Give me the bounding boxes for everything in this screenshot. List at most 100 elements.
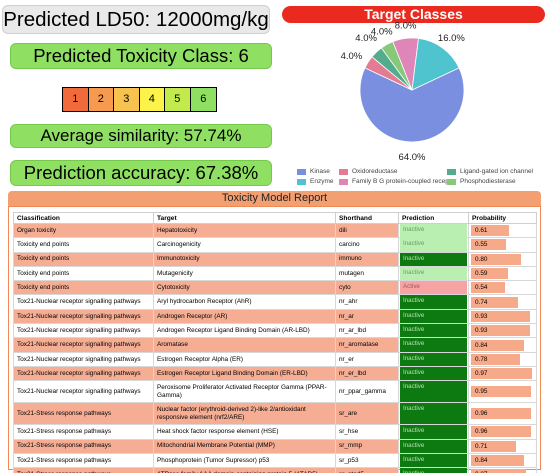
cell-classification: Tox21-Stress response pathways (13, 467, 154, 473)
toxicity-class-box-4: 4 (139, 88, 165, 111)
cell-classification: Tox21-Stress response pathways (13, 452, 154, 469)
probability-bar: 0.93 (471, 325, 530, 337)
toxicity-class-box-1: 1 (63, 88, 89, 111)
table-row: Tox21-Stress response pathways Heat shock… (13, 424, 537, 440)
pie-label-kinase: 64.0% (399, 152, 426, 163)
cell-target: Heat shock factor response element (HSE) (153, 424, 336, 440)
cell-classification: Tox21-Stress response pathways (13, 438, 154, 454)
cell-target: Hepatotoxicity (153, 222, 336, 239)
legend-item-oxidoreductase: Oxidoreductase (339, 168, 398, 175)
legend-swatch (447, 168, 456, 175)
cell-target: Immunotoxicity (153, 251, 336, 267)
table-row: Tox21-Stress response pathwaysATPase fam… (13, 467, 537, 473)
prediction-badge: Inactive (400, 403, 467, 425)
cell-classification: Tox21-Nuclear receptor signalling pathwa… (13, 365, 154, 382)
toxicity-class-box-6: 6 (190, 88, 216, 111)
probability-bar: 0.71 (471, 440, 516, 452)
cell-shorthand: nr_ahr (335, 294, 399, 310)
table-header-row: Classification Target Shorthand Predicti… (13, 212, 537, 224)
legend-swatch (297, 168, 306, 175)
target-classes-pie-chart: 64.0%4.0%4.0%4.0%8.0%16.0% (341, 22, 466, 163)
cell-prediction: Inactive (398, 438, 469, 454)
cell-probability: 0.84 (468, 337, 537, 353)
cell-prediction: Inactive (398, 424, 469, 440)
report-title: Toxicity Model Report (8, 191, 541, 206)
cell-probability: 0.55 (468, 237, 537, 253)
cell-probability: 0.93 (468, 323, 537, 339)
column-header-target: Target (153, 212, 336, 224)
cell-target: Estrogen Receptor Ligand Binding Domain … (153, 365, 336, 382)
legend-swatch (297, 178, 306, 185)
legend-item-family-b-g-protein-coupled-receptor: Family B G protein-coupled receptor (339, 178, 456, 185)
cell-probability: 0.93 (468, 308, 537, 325)
table-row: Tox21-Nuclear receptor signalling pathwa… (13, 337, 537, 353)
table-row: Tox21-Nuclear receptor signalling pathwa… (13, 323, 537, 339)
cell-target: Aryl hydrocarbon Receptor (AhR) (153, 294, 336, 310)
cell-target: Nuclear factor (erythroid-derived 2)-lik… (153, 402, 336, 426)
cell-shorthand: dili (335, 222, 399, 239)
cell-prediction: Inactive (398, 294, 469, 310)
prediction-badge: Inactive (400, 439, 467, 453)
legend-item-enzyme: Enzyme (297, 178, 333, 185)
table-row: Toxicity end points Mutagenicity mutagen In… (13, 265, 537, 282)
cell-prediction: Inactive (398, 467, 469, 473)
cell-target: Aromatase (153, 337, 336, 353)
toxicity-class-box-5: 5 (165, 88, 191, 111)
cell-prediction: Inactive (398, 222, 469, 239)
cell-classification: Tox21-Nuclear receptor signalling pathwa… (13, 351, 154, 367)
cell-shorthand: sr_p53 (335, 452, 399, 469)
cell-classification: Toxicity end points (13, 265, 154, 282)
prediction-badge: Inactive (400, 295, 467, 309)
cell-prediction: Inactive (398, 380, 469, 404)
pie-label-family-b-g-protein-coupled-receptor: 8.0% (395, 22, 417, 32)
cell-probability: 0.84 (468, 452, 537, 469)
probability-bar: 0.61 (471, 225, 510, 237)
cell-probability: 0.80 (468, 251, 537, 267)
cell-target: Cytotoxicity (153, 280, 336, 296)
cell-classification: Tox21-Stress response pathways (13, 424, 154, 440)
cell-shorthand: nr_aromatase (335, 337, 399, 353)
probability-bar: 0.95 (471, 386, 531, 398)
cell-shorthand: sr_are (335, 402, 399, 426)
cell-prediction: Inactive (398, 351, 469, 367)
cell-shorthand: nr_ar_lbd (335, 323, 399, 339)
cell-shorthand: nr_er_lbd (335, 365, 399, 382)
pie-label-ligand-gated-ion-channel: 4.0% (355, 33, 377, 44)
cell-shorthand: mutagen (335, 265, 399, 282)
prediction-badge: Inactive (400, 309, 467, 324)
table-row: Toxicity end points Carcinogenicity carcin… (13, 237, 537, 253)
cell-shorthand: sr_hse (335, 424, 399, 440)
table-row: Organ toxicity Hepatotoxicity dili Inactive… (13, 222, 537, 239)
cell-shorthand: nr_er (335, 351, 399, 367)
cell-shorthand: sr_mmp (335, 438, 399, 454)
legend-label: Family B G protein-coupled receptor (352, 178, 457, 185)
prediction-badge: Inactive (400, 468, 467, 473)
cell-shorthand: immuno (335, 251, 399, 267)
cell-probability: 0.96 (468, 424, 537, 440)
cell-probability: 0.54 (468, 280, 537, 296)
prediction-badge: Inactive (400, 453, 467, 468)
cell-target: Estrogen Receptor Alpha (ER) (153, 351, 336, 367)
toxicity-model-report: Classification Target Shorthand Predicti… (8, 206, 541, 473)
prediction-badge: Inactive (400, 366, 467, 381)
cell-classification: Tox21-Nuclear receptor signalling pathwa… (13, 380, 154, 404)
cell-target: Mitochondrial Membrane Potential (MMP) (153, 438, 336, 454)
column-header-prediction: Prediction (398, 212, 469, 224)
table-row: Tox21-Nuclear receptor signalling pathwa… (13, 351, 537, 367)
report-table: Classification Target Shorthand Predicti… (13, 212, 537, 473)
table-row: Toxicity end points Immunotoxicity immuno I… (13, 251, 537, 267)
legend-label: Oxidoreductase (352, 168, 398, 175)
legend-item-ligand-gated-ion-channel: Ligand-gated ion channel (447, 168, 533, 175)
probability-bar: 0.84 (471, 339, 524, 351)
table-row: Tox21-Nuclear receptor signalling pathwa… (13, 380, 537, 404)
cell-probability: 0.61 (468, 222, 537, 239)
probability-bar: 0.93 (471, 310, 530, 322)
pie-label-enzyme: 16.0% (438, 33, 465, 44)
cell-shorthand: nr_ppar_gamma (335, 380, 399, 404)
cell-classification: Tox21-Nuclear receptor signalling pathwa… (13, 308, 154, 325)
cell-prediction: Inactive (398, 265, 469, 282)
cell-shorthand: carcino (335, 237, 399, 253)
legend-label: Ligand-gated ion channel (460, 168, 534, 175)
probability-bar: 0.74 (471, 296, 518, 308)
cell-shorthand: sr_atad5 (335, 467, 399, 473)
